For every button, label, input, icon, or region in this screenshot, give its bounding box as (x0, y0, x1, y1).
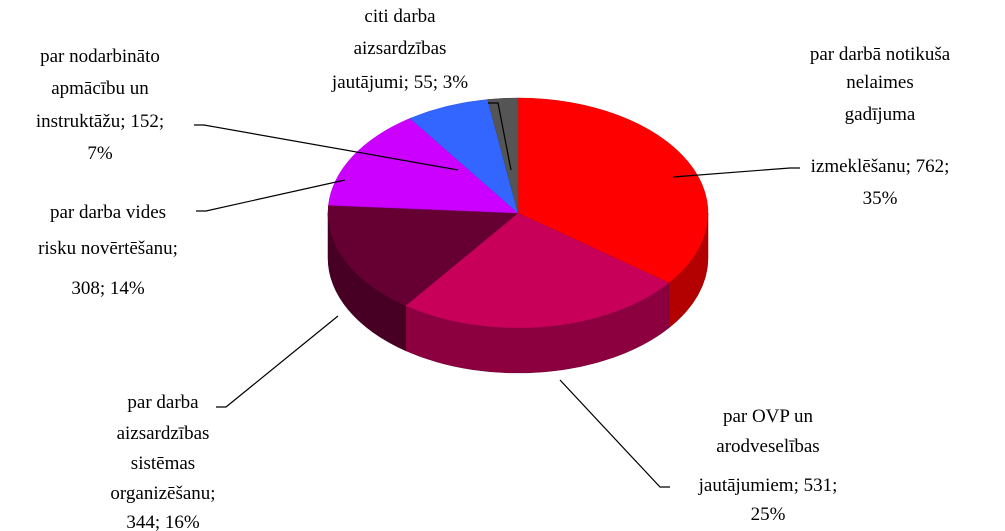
slice (405, 212, 670, 329)
leader-line (559, 379, 670, 488)
labels: par darbā notikuša nelaimes gadījuma izmekl… (36, 6, 951, 531)
leader-line (672, 167, 800, 178)
data-label: par darba vides risku novērtēšanu; 308; 14… (38, 202, 178, 299)
data-label: par darba aizsardzības sistēmas organizēšan… (110, 392, 215, 531)
slice (517, 97, 709, 284)
data-label: par nodarbināto apmācību un instruktāžu; 1… (36, 46, 164, 164)
leader-line (216, 315, 339, 408)
leader-line (488, 102, 512, 171)
slice (487, 97, 519, 214)
leader-line (196, 179, 346, 212)
pie-sides (327, 212, 709, 374)
data-label: par darbā notikuša nelaimes gadījuma izmekl… (810, 44, 951, 209)
slice (327, 205, 519, 306)
pie-tops (327, 97, 709, 329)
slice (328, 118, 519, 214)
leader-line (194, 124, 459, 171)
data-label: par OVP un arodveselības jautājumiem; 531;… (698, 406, 838, 525)
data-label: citi darba aizsardzības jautājumi; 55; 3% (331, 6, 468, 93)
